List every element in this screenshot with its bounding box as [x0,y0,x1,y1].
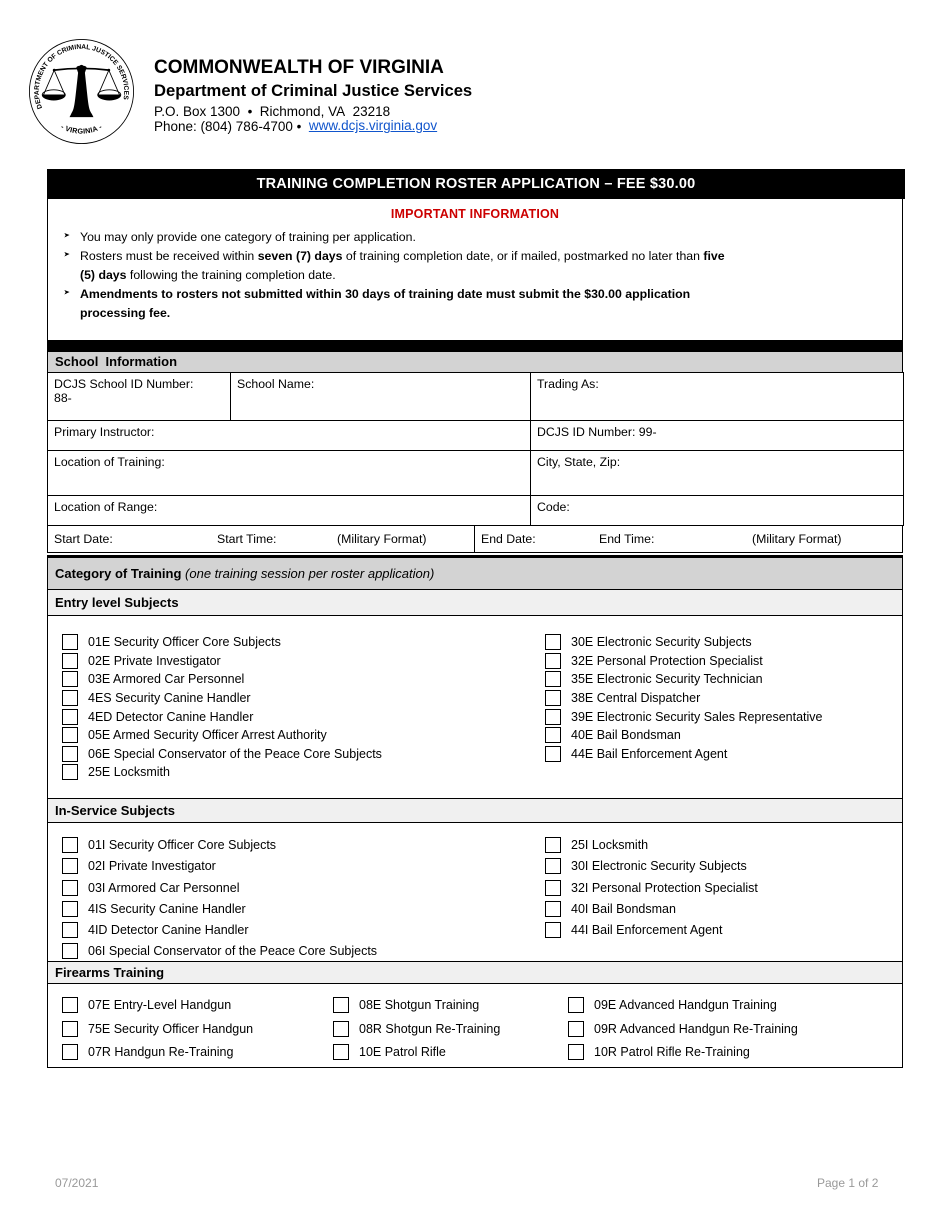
svg-text:- VIRGINIA -: - VIRGINIA - [60,122,104,135]
